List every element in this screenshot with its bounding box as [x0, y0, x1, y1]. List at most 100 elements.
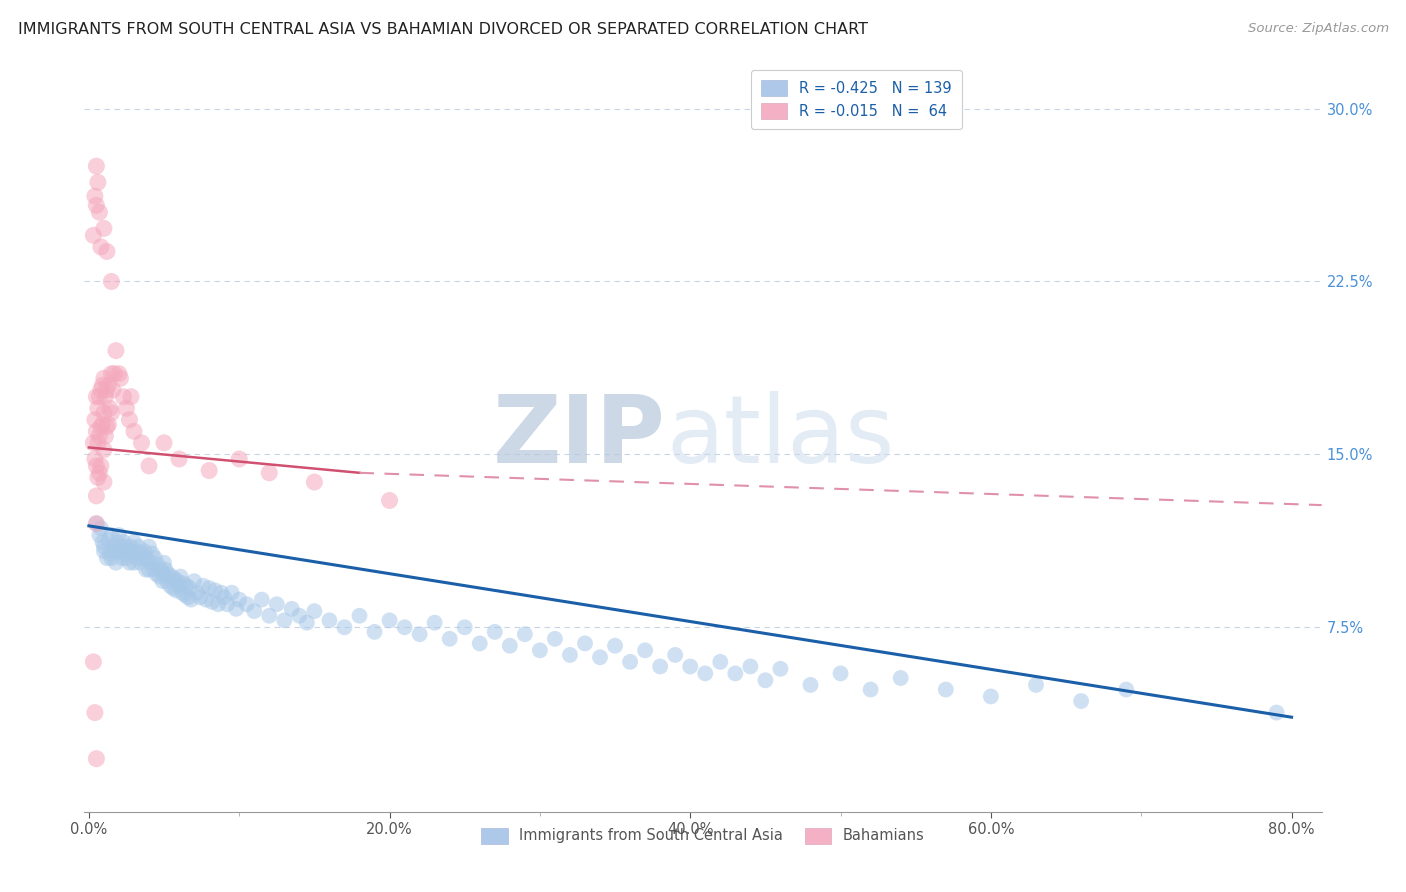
Point — [650, 659, 672, 673]
Point — [100, 275, 122, 289]
Point — [125, 551, 148, 566]
Point — [89, 390, 111, 404]
Point — [740, 659, 762, 673]
Point — [169, 569, 191, 583]
Point — [1115, 682, 1137, 697]
Point — [87, 175, 110, 189]
Point — [799, 678, 821, 692]
Point — [724, 666, 747, 681]
Point — [281, 602, 304, 616]
Point — [86, 752, 108, 766]
Point — [115, 401, 138, 416]
Point — [259, 608, 281, 623]
Point — [212, 591, 235, 605]
Point — [111, 551, 134, 566]
Point — [94, 429, 117, 443]
Point — [198, 463, 221, 477]
Point — [100, 367, 122, 381]
Point — [574, 636, 596, 650]
Point — [664, 648, 686, 662]
Point — [679, 659, 702, 673]
Point — [101, 383, 124, 397]
Point — [108, 367, 131, 381]
Point — [118, 413, 141, 427]
Point — [333, 620, 356, 634]
Point — [94, 390, 117, 404]
Point — [146, 558, 169, 572]
Point — [90, 458, 112, 473]
Text: atlas: atlas — [666, 391, 894, 483]
Point — [89, 528, 111, 542]
Point — [90, 240, 112, 254]
Point — [104, 556, 127, 570]
Point — [136, 551, 159, 566]
Point — [153, 556, 176, 570]
Point — [91, 535, 114, 549]
Point — [207, 597, 229, 611]
Point — [122, 535, 145, 549]
Point — [250, 592, 273, 607]
Point — [153, 435, 176, 450]
Point — [162, 581, 184, 595]
Point — [304, 604, 326, 618]
Point — [423, 615, 446, 630]
Point — [87, 401, 110, 416]
Point — [266, 597, 288, 611]
Point — [100, 528, 122, 542]
Point — [363, 624, 385, 639]
Point — [228, 592, 250, 607]
Point — [378, 613, 401, 627]
Point — [83, 452, 105, 467]
Point — [152, 574, 174, 589]
Point — [468, 636, 491, 650]
Point — [394, 620, 416, 634]
Point — [454, 620, 477, 634]
Point — [513, 627, 536, 641]
Point — [87, 470, 110, 484]
Point — [93, 406, 115, 420]
Point — [86, 425, 108, 439]
Point — [558, 648, 581, 662]
Point — [150, 563, 173, 577]
Point — [295, 615, 318, 630]
Point — [86, 198, 108, 212]
Point — [122, 556, 145, 570]
Point — [86, 489, 108, 503]
Point — [143, 551, 166, 566]
Point — [138, 540, 160, 554]
Point — [153, 567, 176, 582]
Point — [97, 533, 120, 547]
Point — [243, 604, 266, 618]
Point — [174, 588, 197, 602]
Point — [138, 458, 160, 473]
Point — [83, 413, 105, 427]
Point — [769, 662, 792, 676]
Point — [127, 540, 149, 554]
Point — [139, 556, 162, 570]
Point — [141, 547, 163, 561]
Point — [163, 572, 186, 586]
Point — [100, 406, 122, 420]
Point — [408, 627, 430, 641]
Point — [225, 602, 247, 616]
Point — [89, 466, 111, 480]
Point — [167, 579, 190, 593]
Point — [273, 613, 295, 627]
Point — [120, 540, 142, 554]
Point — [186, 585, 208, 599]
Point — [117, 544, 139, 558]
Point — [93, 540, 115, 554]
Point — [93, 221, 115, 235]
Point — [134, 544, 156, 558]
Point — [754, 673, 776, 688]
Point — [160, 569, 183, 583]
Point — [935, 682, 957, 697]
Point — [235, 597, 257, 611]
Point — [499, 639, 522, 653]
Point — [589, 650, 612, 665]
Point — [695, 666, 717, 681]
Point — [124, 544, 146, 558]
Point — [228, 452, 250, 467]
Point — [110, 540, 132, 554]
Point — [1025, 678, 1047, 692]
